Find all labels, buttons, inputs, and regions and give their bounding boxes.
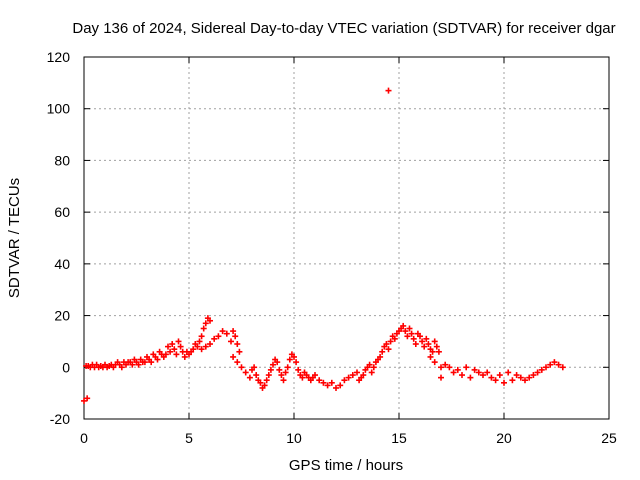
data-point xyxy=(293,359,299,365)
data-point xyxy=(228,338,234,344)
y-tick-label: 120 xyxy=(47,49,71,65)
data-point xyxy=(463,364,469,370)
data-point xyxy=(236,349,242,355)
data-point xyxy=(201,326,207,332)
data-point xyxy=(281,377,287,383)
data-point xyxy=(501,380,507,386)
data-point xyxy=(234,341,240,347)
x-tick-label: 20 xyxy=(496,430,512,446)
x-tick-label: 25 xyxy=(601,430,617,446)
y-tick-label: 0 xyxy=(62,359,70,375)
y-tick-label: 60 xyxy=(54,204,70,220)
data-point xyxy=(459,372,465,378)
y-tick-label: 40 xyxy=(54,256,70,272)
data-point xyxy=(434,344,440,350)
data-points xyxy=(81,88,566,404)
data-point xyxy=(199,333,205,339)
plot-frame xyxy=(84,57,609,419)
data-point xyxy=(432,338,438,344)
data-point xyxy=(243,369,249,375)
x-tick-label: 15 xyxy=(391,430,407,446)
data-point xyxy=(428,354,434,360)
data-point xyxy=(276,367,282,373)
data-point xyxy=(247,375,253,381)
x-tick-label: 10 xyxy=(286,430,302,446)
data-point xyxy=(497,372,503,378)
y-tick-label: 100 xyxy=(47,101,71,117)
x-tick-label: 0 xyxy=(80,430,88,446)
chart-title: Day 136 of 2024, Sidereal Day-to-day VTE… xyxy=(72,20,615,37)
data-point xyxy=(369,369,375,375)
data-point xyxy=(509,377,515,383)
data-point xyxy=(176,338,182,344)
x-axis-label: GPS time / hours xyxy=(289,457,403,474)
data-point xyxy=(438,375,444,381)
sdtvar-chart: Day 136 of 2024, Sidereal Day-to-day VTE… xyxy=(0,0,640,480)
y-tick-label: 80 xyxy=(54,152,70,168)
data-point xyxy=(386,88,392,94)
data-point xyxy=(505,369,511,375)
y-tick-label: 20 xyxy=(54,308,70,324)
y-axis-label: SDTVAR / TECUs xyxy=(6,178,23,298)
data-point xyxy=(467,375,473,381)
grid xyxy=(84,57,609,419)
data-point xyxy=(253,372,259,378)
data-point xyxy=(436,349,442,355)
data-point xyxy=(266,372,272,378)
data-point xyxy=(178,344,184,350)
data-point xyxy=(411,336,417,342)
y-axis-ticks: -20 0 20 40 60 80 100 120 xyxy=(47,49,609,427)
data-point xyxy=(268,367,274,373)
data-point xyxy=(379,349,385,355)
data-point xyxy=(239,364,245,370)
data-point xyxy=(173,351,179,357)
data-point xyxy=(285,364,291,370)
data-point xyxy=(234,359,240,365)
data-point xyxy=(232,333,238,339)
data-point xyxy=(432,359,438,365)
data-point xyxy=(264,377,270,383)
data-point xyxy=(230,328,236,334)
data-point xyxy=(413,341,419,347)
y-tick-label: -20 xyxy=(50,411,70,427)
x-axis-ticks: 0 5 10 15 20 25 xyxy=(80,57,617,446)
x-tick-label: 5 xyxy=(185,430,193,446)
data-point xyxy=(230,354,236,360)
